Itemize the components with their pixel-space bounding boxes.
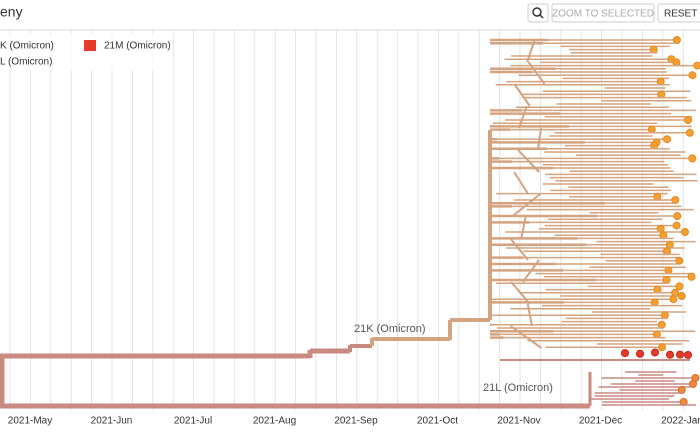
- tip: [684, 116, 693, 124]
- legend-label: K (Omicron): [0, 41, 54, 52]
- tip: [673, 212, 682, 220]
- axis-label: 2021-Jun: [91, 416, 133, 427]
- tip: [677, 292, 686, 300]
- zoom-selected-label: ZOOM TO SELECTED: [552, 9, 654, 20]
- branch: [536, 127, 543, 151]
- legend-label: 21M (Omicron): [104, 41, 171, 52]
- tip: [671, 196, 680, 204]
- reset-button[interactable]: [657, 3, 700, 23]
- magnifier-icon: [532, 7, 542, 17]
- axis-label: 2021-Jul: [174, 416, 212, 427]
- magnifier-handle: [539, 14, 544, 19]
- branch: [510, 281, 531, 305]
- tip: [684, 350, 692, 359]
- tip: [672, 36, 681, 44]
- zoom-selected-button[interactable]: [551, 3, 655, 23]
- branch: [526, 39, 536, 63]
- panel-title: eny: [0, 4, 23, 20]
- tip: [685, 128, 694, 137]
- branch: [521, 259, 540, 283]
- tip: [687, 272, 696, 281]
- tip: [680, 228, 689, 236]
- tip: [666, 350, 674, 359]
- tip: [688, 380, 697, 388]
- branch: [520, 215, 527, 239]
- tip: [672, 221, 681, 230]
- tip: [651, 348, 659, 357]
- tip: [669, 295, 678, 304]
- clade-label: 21K (Omicron): [354, 323, 426, 335]
- axis-label: 2021-Sep: [334, 416, 378, 427]
- branch: [518, 105, 528, 129]
- legend-label: L (Omicron): [0, 57, 52, 68]
- axis-label: 2021-Oct: [417, 416, 458, 427]
- branch: [513, 83, 531, 107]
- tip: [656, 77, 665, 86]
- tip: [675, 256, 684, 265]
- branch: [509, 237, 529, 261]
- clade-label: 21L (Omicron): [483, 382, 553, 394]
- axis-label: 2022-Jan: [661, 416, 700, 427]
- reset-label: RESET LA: [664, 9, 700, 20]
- axis-label: 2021-Nov: [497, 416, 540, 427]
- branch: [510, 325, 543, 349]
- tip: [676, 350, 684, 359]
- axis-label: 2021-May: [8, 416, 52, 427]
- zoom-icon-button[interactable]: [527, 3, 549, 23]
- tip: [688, 71, 697, 80]
- axis-label: 2021-Aug: [253, 416, 296, 427]
- branch: [527, 61, 546, 85]
- legend-swatch[interactable]: [84, 40, 96, 51]
- tip: [621, 349, 629, 358]
- tip: [688, 154, 697, 163]
- tip: [675, 282, 684, 291]
- branch: [526, 303, 533, 327]
- branch: [513, 171, 529, 195]
- tip: [663, 135, 672, 144]
- tip: [636, 349, 644, 358]
- branch: [517, 149, 540, 173]
- tip: [658, 343, 667, 352]
- axis-label: 2021-Dec: [579, 416, 622, 427]
- branch: [512, 193, 541, 217]
- tip: [693, 61, 700, 70]
